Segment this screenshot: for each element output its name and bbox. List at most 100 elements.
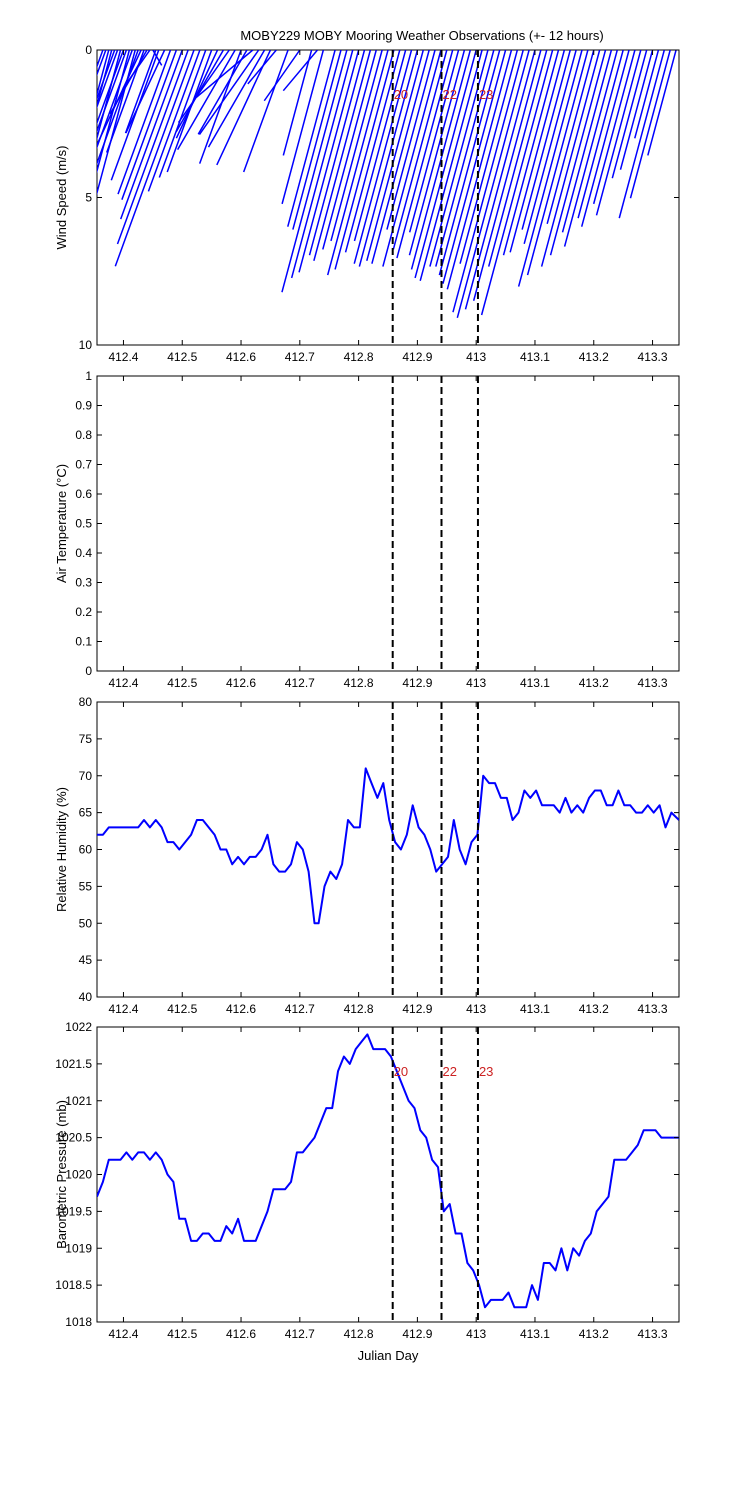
wind-stick	[298, 50, 360, 273]
wind-stick	[618, 50, 666, 219]
wind-stick	[313, 50, 372, 262]
x-tick-label: 413.2	[579, 350, 609, 364]
series-line	[97, 1033, 679, 1309]
y-tick-label: 55	[79, 879, 93, 893]
y-tick-label: 1018	[65, 1315, 92, 1329]
wind-stick	[330, 50, 383, 242]
x-tick-label: 413.2	[579, 1002, 609, 1016]
x-tick-label: 413	[466, 676, 486, 690]
wind-stick	[247, 50, 277, 85]
wind-stick	[116, 50, 189, 245]
wind-stick	[207, 50, 266, 148]
wind-stick	[198, 50, 260, 136]
wind-stick	[526, 50, 589, 276]
wind-stick	[119, 50, 183, 220]
x-tick-label: 412.6	[226, 1002, 256, 1016]
y-tick-label: 1020.5	[55, 1131, 92, 1145]
wind-stick	[577, 50, 624, 219]
wind-stick	[647, 50, 677, 156]
x-tick-label: 413.3	[638, 350, 668, 364]
wind-stick	[292, 50, 342, 230]
x-tick-label: 412.7	[285, 1002, 315, 1016]
wind-stick	[97, 50, 116, 101]
wind-stick	[197, 50, 248, 135]
wind-stick	[521, 50, 571, 230]
x-tick-label: 413.1	[520, 1002, 550, 1016]
wind-stick	[125, 50, 166, 134]
x-tick-label: 413.3	[638, 676, 668, 690]
wind-stick	[114, 50, 195, 267]
wind-stick	[124, 50, 157, 134]
y-tick-label: 1021	[65, 1094, 92, 1108]
x-tick-label: 412.6	[226, 1327, 256, 1341]
wind-stick	[216, 50, 272, 166]
y-axis-label: Wind Speed (m/s)	[54, 145, 69, 249]
marker-label: 20	[394, 1064, 408, 1079]
wind-stick	[281, 50, 325, 205]
x-tick-label: 413.2	[579, 1327, 609, 1341]
data-layer	[97, 1033, 679, 1309]
marker-label: 22	[442, 1064, 456, 1079]
y-tick-label: 0.2	[75, 605, 92, 619]
data-layer	[97, 50, 677, 319]
y-axis-label: Air Temperature (°C)	[54, 464, 69, 583]
y-tick-label: 1018.5	[55, 1278, 92, 1292]
y-tick-label: 1019.5	[55, 1204, 92, 1218]
wind-stick	[452, 50, 524, 313]
marker-label: 23	[479, 87, 493, 102]
x-tick-label: 412.9	[402, 1002, 432, 1016]
wind-stick	[326, 50, 389, 276]
wind-stick	[242, 50, 289, 173]
x-tick-label: 413	[466, 350, 486, 364]
x-tick-label: 412.9	[402, 676, 432, 690]
x-tick-label: 412.8	[344, 676, 374, 690]
wind-stick	[281, 50, 348, 293]
x-tick-label: 412.8	[344, 1002, 374, 1016]
wind-stick	[487, 50, 548, 267]
wind-stick	[540, 50, 601, 267]
x-tick-label: 413.2	[579, 676, 609, 690]
x-tick-label: 412.5	[167, 1002, 197, 1016]
y-tick-label: 1021.5	[55, 1057, 92, 1071]
wind-stick	[344, 50, 401, 253]
wind-stick	[147, 50, 201, 192]
y-tick-label: 60	[79, 843, 93, 857]
wind-stick	[611, 50, 648, 179]
wind-stick	[459, 50, 519, 264]
chart-panel-3: 412.4 412.5 412.6 412.7 412.8 412.9 413 413.1 41…	[54, 695, 680, 1016]
x-tick-label: 412.9	[402, 350, 432, 364]
marker-label: 22	[442, 87, 456, 102]
wind-stick	[195, 50, 254, 98]
x-tick-label: 412.5	[167, 1327, 197, 1341]
wind-stick	[619, 50, 654, 170]
wind-stick	[175, 50, 219, 139]
wind-stick	[353, 50, 407, 242]
y-tick-label: 0.3	[75, 576, 92, 590]
wind-stick	[629, 50, 671, 199]
data-layer	[97, 767, 679, 925]
x-tick-label: 412.4	[108, 350, 138, 364]
x-tick-label: 412.6	[226, 350, 256, 364]
wind-stick	[158, 50, 207, 178]
y-tick-label: 0.4	[75, 546, 92, 560]
wind-stick	[523, 50, 577, 244]
y-tick-label: 1020	[65, 1168, 92, 1182]
x-tick-label: 413.3	[638, 1327, 668, 1341]
wind-stick	[509, 50, 566, 253]
y-tick-label: 1019	[65, 1241, 92, 1255]
y-tick-label: 1	[85, 369, 92, 383]
wind-stick	[546, 50, 595, 225]
y-axis-label: Barometric Pressure (mb)	[54, 1100, 69, 1249]
wind-stick	[502, 50, 560, 256]
chart-title: MOBY229 MOBY Mooring Weather Observation…	[240, 28, 603, 43]
wind-stick	[592, 50, 636, 205]
wind-stick	[480, 50, 554, 316]
wind-stick	[472, 50, 542, 301]
wind-stick	[435, 50, 495, 267]
wind-stick	[464, 50, 536, 310]
y-tick-label: 75	[79, 732, 93, 746]
y-tick-label: 0.7	[75, 458, 92, 472]
x-tick-label: 412.4	[108, 676, 138, 690]
x-tick-label: 413.3	[638, 1002, 668, 1016]
